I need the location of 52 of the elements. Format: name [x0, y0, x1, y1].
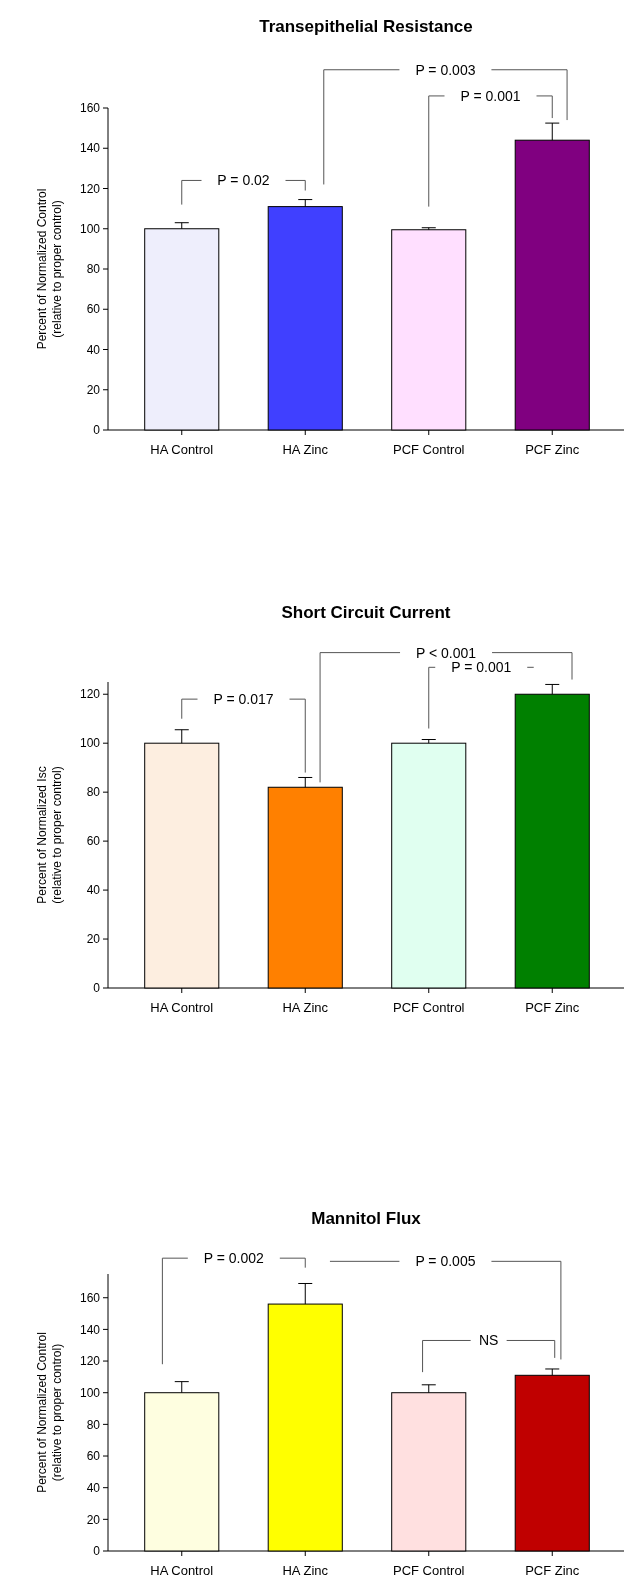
- y-tick-label: 120: [79, 687, 101, 702]
- y-tick-label: 40: [86, 1480, 101, 1495]
- y-tick-label: 40: [86, 342, 101, 357]
- x-tick-label: PCF Zinc: [525, 1000, 580, 1015]
- y-tick-label: 40: [86, 883, 101, 898]
- annotation: P = 0.02: [217, 172, 270, 189]
- y-tick-label: 80: [86, 262, 101, 277]
- x-tick-label: HA Zinc: [282, 442, 329, 457]
- annotation: P = 0.017: [213, 691, 274, 708]
- y-tick-label: 120: [79, 1354, 101, 1369]
- text: P = 0.002: [203, 1250, 265, 1267]
- y-tick-label: 100: [79, 1385, 101, 1400]
- y-tick-label: 60: [86, 302, 101, 317]
- y-tick-label: 0: [93, 981, 101, 996]
- x-tick-label: HA Control: [150, 1563, 214, 1578]
- text: P = 0.003: [415, 61, 476, 78]
- y-tick-label: 100: [79, 736, 101, 751]
- x-tick-label: HA Control: [150, 442, 214, 457]
- x-tick-label: PCF Control: [392, 1000, 465, 1015]
- y-tick-label: 160: [79, 1290, 101, 1305]
- text: P = 0.001: [451, 659, 512, 676]
- x-tick-label: PCF Control: [392, 442, 465, 457]
- text: P = 0.005: [415, 1253, 476, 1270]
- x-tick-label: HA Zinc: [282, 1000, 329, 1015]
- y-axis-title: Percent of Normalized Control (relative to proper control): [35, 188, 64, 350]
- y-tick-label: 140: [79, 1322, 101, 1337]
- y-tick-label: 100: [79, 221, 101, 236]
- chart-title: Transepithelial Resistance: [259, 17, 473, 36]
- y-tick-label: 20: [86, 932, 101, 947]
- y-axis-title: Percent of Normalized Control (relative to proper control): [35, 1332, 64, 1493]
- text: P < 0.001: [416, 644, 477, 661]
- y-tick-label: 120: [79, 181, 101, 196]
- annotation: NS: [478, 1332, 499, 1349]
- y-tick-label: 80: [86, 1417, 101, 1432]
- x-tick-label: HA Control: [150, 1000, 214, 1015]
- x-tick-label: HA Zinc: [282, 1563, 329, 1578]
- y-tick-label: 20: [86, 1512, 101, 1527]
- y-tick-label: 60: [86, 834, 101, 849]
- x-tick-label: PCF Zinc: [525, 442, 580, 457]
- text: P = 0.001: [460, 87, 521, 104]
- y-tick-label: 140: [79, 141, 101, 156]
- x-tick-label: PCF Zinc: [525, 1563, 580, 1578]
- y-tick-label: 80: [86, 785, 101, 800]
- y-tick-label: 0: [93, 423, 101, 438]
- y-axis-title: Percent of Normalized Isc (relative to proper control): [35, 766, 64, 904]
- y-tick-label: 0: [93, 1544, 101, 1559]
- chart-title: Short Circuit Current: [281, 603, 451, 622]
- y-tick-label: 160: [79, 101, 101, 116]
- x-tick-label: PCF Control: [392, 1563, 465, 1578]
- y-tick-label: 20: [86, 382, 101, 397]
- chart-title: Mannitol Flux: [311, 1209, 422, 1228]
- y-tick-label: 60: [86, 1449, 101, 1464]
